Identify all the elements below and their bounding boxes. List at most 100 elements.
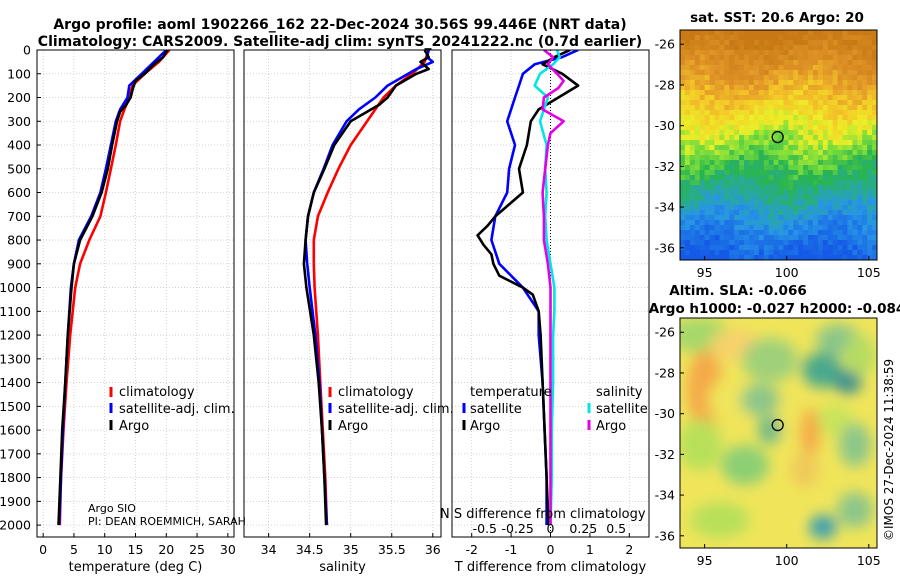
sst-cell [719, 240, 725, 246]
sst-cell [827, 115, 834, 121]
sst-cell [699, 220, 706, 226]
difference-legend: temperature satellite Argo salinity sate… [462, 385, 648, 434]
sst-cell [793, 105, 799, 111]
sst-heatmap [680, 30, 877, 260]
sst-cell [812, 65, 819, 71]
sst-cell [739, 175, 745, 181]
sst-cell [748, 35, 755, 41]
sst-cell [788, 60, 794, 66]
sst-cell [862, 245, 868, 251]
sst-cell [798, 175, 804, 181]
sst-cell [719, 230, 725, 236]
sst-cell [847, 255, 853, 260]
sst-cell [872, 235, 877, 241]
sst-cell [832, 190, 838, 196]
sst-cell [699, 100, 706, 106]
sst-cell [744, 235, 750, 241]
sst-cell [862, 225, 868, 231]
sst-cell [837, 210, 843, 216]
sst-cell [832, 195, 838, 201]
sst-cell [832, 240, 838, 246]
sst-cell [793, 180, 799, 186]
sst-cell [773, 120, 779, 126]
sst-cell [748, 85, 755, 91]
sst-cell [704, 160, 710, 166]
sst-cell [867, 250, 873, 256]
sst-cell [680, 145, 686, 151]
sst-cell [793, 100, 799, 106]
sst-cell [862, 170, 868, 176]
sst-cell [822, 175, 829, 181]
x-tick-label: 30 [220, 542, 236, 557]
sst-cell [758, 220, 765, 226]
sst-cell [798, 170, 804, 176]
sst-cell [812, 35, 819, 41]
sst-cell [842, 65, 848, 71]
sst-cell [817, 210, 824, 216]
sst-cell [842, 35, 848, 41]
sst-cell [734, 235, 740, 241]
sst-cell [709, 40, 715, 46]
sst-cell [758, 190, 765, 196]
sst-cell [739, 230, 745, 236]
sst-cell [768, 50, 774, 56]
sst-cell [798, 80, 804, 86]
sst-cell [758, 35, 765, 41]
sst-cell [709, 150, 715, 156]
sst-cell [763, 90, 770, 96]
map-y-tick-label: -34 [655, 200, 675, 215]
sst-cell [744, 225, 750, 231]
sst-cell [817, 165, 824, 171]
sst-cell [837, 170, 843, 176]
sst-cell [808, 120, 814, 126]
sst-cell [753, 245, 760, 251]
sst-cell [847, 110, 853, 116]
sst-cell [808, 140, 814, 146]
sst-cell [817, 135, 824, 141]
sst-cell [867, 40, 873, 46]
sst-cell [684, 30, 691, 36]
sla-blob [834, 370, 862, 394]
sst-cell [812, 175, 819, 181]
sst-cell [739, 210, 745, 216]
sst-cell [739, 160, 745, 166]
sst-cell [862, 55, 868, 61]
sst-cell [857, 205, 863, 211]
y-tick-label: 700 [7, 209, 31, 224]
sst-cell [808, 225, 814, 231]
sst-cell [847, 230, 853, 236]
sla-blob [809, 515, 837, 539]
sst-cell [872, 30, 877, 36]
sst-cell [739, 55, 745, 61]
sst-cell [872, 55, 877, 61]
sst-cell [812, 135, 819, 141]
sst-cell [867, 125, 873, 131]
map-x-tick-label: 105 [857, 553, 881, 568]
sst-cell [827, 60, 834, 66]
sst-cell [862, 140, 868, 146]
sst-cell [862, 100, 868, 106]
sst-cell [803, 125, 809, 131]
sst-cell [699, 35, 706, 41]
sst-cell [857, 50, 863, 56]
sst-cell [689, 210, 696, 216]
sst-cell [827, 255, 834, 260]
sst-cell [773, 150, 779, 156]
sst-cell [753, 60, 760, 66]
sst-cell [719, 125, 725, 131]
sst-cell [812, 150, 819, 156]
sst-cell [842, 115, 848, 121]
sst-cell [822, 215, 829, 221]
sst-cell [827, 80, 834, 86]
sst-cell [714, 145, 720, 151]
sst-cell [872, 195, 877, 201]
sst-cell [857, 185, 863, 191]
sst-cell [694, 50, 701, 56]
sst-cell [689, 85, 696, 91]
sst-cell [778, 105, 784, 111]
sst-cell [719, 130, 725, 136]
sst-cell [872, 165, 877, 171]
sst-cell [729, 195, 735, 201]
sst-cell [817, 75, 824, 81]
sst-cell [739, 45, 745, 51]
